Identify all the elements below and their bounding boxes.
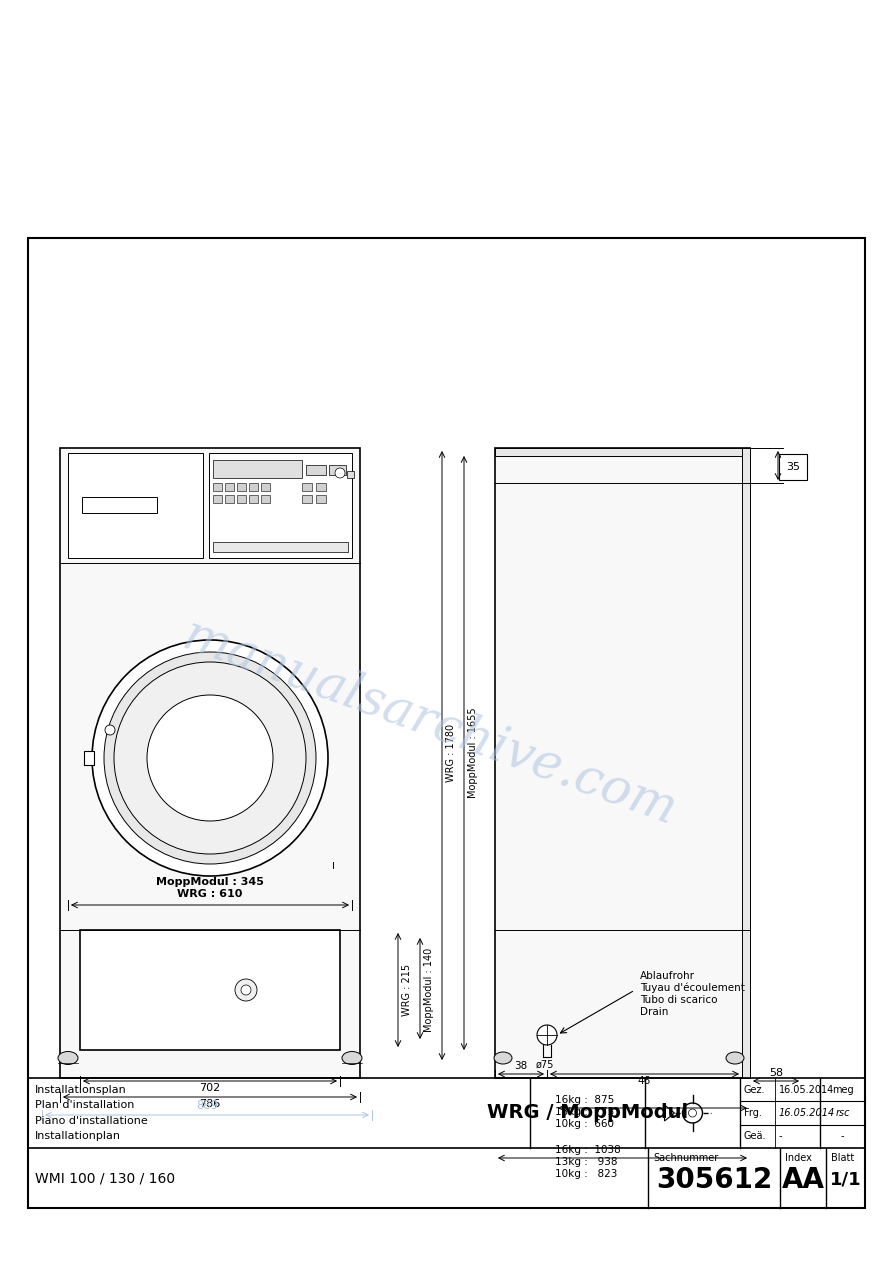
Text: Blatt: Blatt	[831, 1153, 855, 1163]
Bar	[68, 453, 203, 558]
Bar	[249, 482, 258, 491]
Bar	[330, 465, 346, 475]
Text: 16kg :  1038: 16kg : 1038	[555, 1146, 621, 1154]
Ellipse shape	[726, 1052, 744, 1063]
Text: 889: 889	[196, 1099, 218, 1111]
Text: Installationsplan: Installationsplan	[35, 1085, 127, 1095]
Bar	[225, 482, 234, 491]
Text: Geä.: Geä.	[744, 1132, 766, 1142]
Text: Sachnummer: Sachnummer	[653, 1153, 718, 1163]
Text: 38: 38	[514, 1061, 528, 1071]
Bar	[316, 495, 326, 503]
Text: Installationplan: Installationplan	[35, 1132, 121, 1140]
Text: 16.05.2014: 16.05.2014	[779, 1085, 834, 1095]
Bar	[237, 495, 246, 503]
Text: 46: 46	[638, 1076, 651, 1086]
Text: 10kg :  660: 10kg : 660	[555, 1119, 614, 1129]
Bar	[84, 751, 94, 765]
Circle shape	[537, 1026, 557, 1045]
Text: manualsarchive.com: manualsarchive.com	[176, 610, 684, 836]
Circle shape	[105, 725, 115, 735]
Text: -: -	[779, 1132, 782, 1142]
Text: 10kg :   823: 10kg : 823	[555, 1170, 617, 1178]
Text: Ablaufrohr: Ablaufrohr	[640, 971, 695, 981]
Bar	[213, 460, 302, 477]
Bar	[302, 482, 312, 491]
Text: 702: 702	[199, 1082, 221, 1092]
Text: Gez.: Gez.	[744, 1085, 765, 1095]
Bar	[249, 495, 258, 503]
Text: 58: 58	[769, 1068, 783, 1079]
Bar	[213, 542, 348, 552]
Text: MoppModul : 345: MoppModul : 345	[156, 877, 264, 887]
Text: ø75: ø75	[536, 1060, 555, 1070]
Bar	[60, 448, 360, 1079]
Text: 13kg :   938: 13kg : 938	[555, 1157, 617, 1167]
Text: WRG : 1780: WRG : 1780	[446, 724, 456, 782]
Bar	[742, 448, 750, 1079]
Bar	[261, 495, 270, 503]
Text: rsc: rsc	[835, 1108, 850, 1118]
Text: Frg.: Frg.	[744, 1108, 762, 1118]
FancyBboxPatch shape	[779, 453, 807, 480]
Bar	[302, 495, 312, 503]
Text: MoppModul : 1655: MoppModul : 1655	[468, 707, 478, 798]
Text: WRG : 215: WRG : 215	[402, 964, 412, 1015]
Text: Piano d'installatione: Piano d'installatione	[35, 1115, 147, 1125]
Text: WMI 100 / 130 / 160: WMI 100 / 130 / 160	[35, 1171, 175, 1185]
Text: Drain: Drain	[640, 1007, 668, 1017]
Text: -: -	[840, 1132, 844, 1142]
Bar	[347, 471, 354, 477]
Ellipse shape	[147, 695, 273, 821]
Text: meg: meg	[831, 1085, 854, 1095]
Ellipse shape	[342, 1052, 362, 1065]
Text: AA: AA	[781, 1166, 824, 1194]
Bar	[28, 237, 865, 1207]
Text: 13kg :  775: 13kg : 775	[555, 1106, 614, 1116]
Circle shape	[235, 979, 257, 1002]
Text: Plan d'installation: Plan d'installation	[35, 1100, 134, 1110]
Text: 786: 786	[199, 1099, 221, 1109]
Text: 305612: 305612	[655, 1166, 772, 1194]
Text: Tuyau d'écoulement: Tuyau d'écoulement	[640, 983, 745, 993]
Ellipse shape	[114, 662, 306, 854]
Ellipse shape	[58, 1052, 78, 1065]
Text: 1/1: 1/1	[830, 1171, 862, 1188]
Text: 35: 35	[786, 462, 800, 472]
Text: Tubo di scarico: Tubo di scarico	[640, 995, 717, 1005]
Text: WRG / MoppModul: WRG / MoppModul	[487, 1104, 689, 1123]
Bar	[225, 495, 234, 503]
Circle shape	[241, 985, 251, 995]
Bar	[213, 495, 222, 503]
Bar	[213, 482, 222, 491]
Text: MoppModul : 140: MoppModul : 140	[424, 947, 434, 1032]
Bar	[82, 498, 157, 513]
Ellipse shape	[494, 1052, 512, 1063]
Bar	[495, 448, 750, 1079]
Bar	[261, 482, 270, 491]
Text: 16.05.2014: 16.05.2014	[779, 1108, 835, 1118]
Ellipse shape	[104, 652, 316, 864]
Bar	[209, 453, 352, 558]
Text: Index: Index	[785, 1153, 812, 1163]
Bar	[80, 930, 340, 1050]
Bar	[237, 482, 246, 491]
Circle shape	[335, 469, 345, 477]
Text: 16kg :  875: 16kg : 875	[555, 1095, 614, 1105]
Bar	[495, 448, 750, 456]
Text: WRG : 610: WRG : 610	[178, 889, 243, 899]
Ellipse shape	[92, 640, 328, 877]
Bar	[316, 482, 326, 491]
Bar	[306, 465, 326, 475]
